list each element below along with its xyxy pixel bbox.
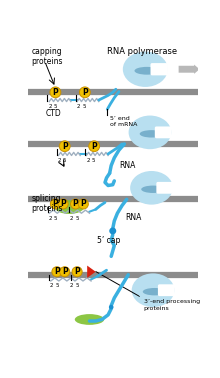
Ellipse shape <box>141 186 165 193</box>
Text: RNA: RNA <box>125 213 141 222</box>
Polygon shape <box>87 266 96 278</box>
Text: 5: 5 <box>75 215 79 220</box>
Circle shape <box>50 199 61 209</box>
Text: 2: 2 <box>77 104 80 109</box>
Text: 5: 5 <box>75 283 79 288</box>
Text: 2: 2 <box>48 215 52 220</box>
Circle shape <box>58 199 68 209</box>
Ellipse shape <box>130 171 173 204</box>
Text: 5’ end
of mRNA: 5’ end of mRNA <box>110 116 137 127</box>
FancyBboxPatch shape <box>155 127 172 138</box>
Ellipse shape <box>140 130 163 138</box>
Text: P: P <box>73 200 78 209</box>
Circle shape <box>60 267 70 277</box>
Ellipse shape <box>135 173 165 191</box>
Ellipse shape <box>134 67 159 75</box>
Text: P: P <box>62 267 68 276</box>
Ellipse shape <box>138 185 165 199</box>
Text: P: P <box>62 142 68 151</box>
Text: 5: 5 <box>92 158 95 163</box>
Ellipse shape <box>139 288 167 302</box>
Text: RNA: RNA <box>119 161 135 170</box>
Text: RNA polymerase: RNA polymerase <box>107 47 177 56</box>
Text: splicing
proteins: splicing proteins <box>31 194 63 213</box>
Ellipse shape <box>136 276 167 293</box>
Text: P: P <box>81 200 86 209</box>
Text: 5: 5 <box>82 104 86 109</box>
Circle shape <box>52 267 62 277</box>
Circle shape <box>89 141 100 152</box>
Text: P: P <box>53 200 58 209</box>
FancyBboxPatch shape <box>158 284 175 296</box>
Text: 2: 2 <box>70 283 73 288</box>
Text: 5: 5 <box>55 283 59 288</box>
Circle shape <box>72 267 82 277</box>
Circle shape <box>59 141 70 152</box>
Ellipse shape <box>133 118 164 135</box>
Text: P: P <box>60 200 66 209</box>
Text: P: P <box>91 142 97 151</box>
Ellipse shape <box>131 67 160 81</box>
Circle shape <box>109 228 116 234</box>
Circle shape <box>109 305 114 310</box>
Text: P: P <box>54 267 60 276</box>
Ellipse shape <box>123 51 168 87</box>
FancyBboxPatch shape <box>156 182 173 194</box>
FancyBboxPatch shape <box>150 63 168 75</box>
Circle shape <box>78 199 88 209</box>
Text: 2: 2 <box>57 158 61 163</box>
Text: CTD: CTD <box>46 109 62 118</box>
Text: 5: 5 <box>54 215 57 220</box>
Ellipse shape <box>143 288 166 295</box>
Text: capping
proteins: capping proteins <box>31 47 63 66</box>
Text: 2: 2 <box>50 283 53 288</box>
FancyArrow shape <box>179 65 200 74</box>
Text: 5: 5 <box>63 158 66 163</box>
Ellipse shape <box>129 116 171 149</box>
Ellipse shape <box>128 54 160 72</box>
Text: P: P <box>82 88 88 97</box>
Text: 2: 2 <box>70 215 73 220</box>
Text: 2: 2 <box>86 158 90 163</box>
Text: P: P <box>53 88 58 97</box>
Circle shape <box>50 87 61 98</box>
Text: 2: 2 <box>48 104 52 109</box>
Text: 5: 5 <box>54 104 57 109</box>
Text: P: P <box>74 267 80 276</box>
Ellipse shape <box>132 273 174 307</box>
Circle shape <box>79 87 90 98</box>
Text: 3’-end processing
proteins: 3’-end processing proteins <box>144 299 200 311</box>
Ellipse shape <box>55 200 84 214</box>
Ellipse shape <box>75 314 104 325</box>
Circle shape <box>71 199 81 209</box>
Text: 5’ cap: 5’ cap <box>97 236 121 245</box>
Ellipse shape <box>136 130 164 144</box>
